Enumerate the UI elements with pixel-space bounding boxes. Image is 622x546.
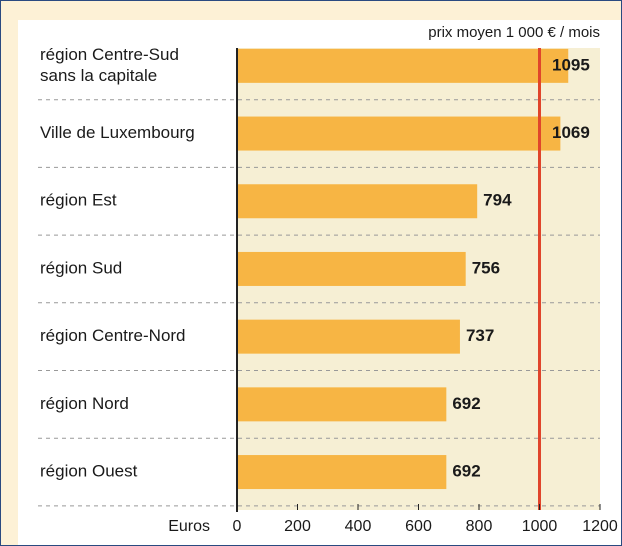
y-tick-label: Ville de Luxembourg	[40, 123, 195, 142]
y-tick-label: région Est	[40, 191, 117, 210]
value-label: 1095	[552, 55, 590, 74]
x-tick-label: 600	[405, 518, 432, 535]
bar	[237, 387, 447, 422]
x-tick-label: 400	[345, 518, 372, 535]
x-tick-label: 1000	[522, 518, 558, 535]
bar	[237, 48, 569, 83]
y-tick-label: région Sud	[40, 258, 122, 277]
y-tick-label: région Nord	[40, 394, 129, 413]
y-tick-label: sans la capitale	[40, 66, 157, 85]
annotation: prix moyen 1 000 € / mois	[428, 24, 600, 41]
x-tick-label: 0	[233, 518, 242, 535]
bar	[237, 184, 478, 219]
value-label: 692	[452, 394, 480, 413]
y-tick-label: région Centre-Nord	[40, 326, 186, 345]
x-axis-label: Euros	[168, 518, 210, 535]
bar	[237, 251, 466, 286]
bar	[237, 116, 561, 151]
value-label: 794	[483, 191, 512, 210]
value-label: 737	[466, 326, 494, 345]
value-label: 756	[472, 258, 500, 277]
x-tick-label: 1200	[582, 518, 618, 535]
y-tick-label: région Ouest	[40, 462, 138, 481]
y-tick-label: région Centre-Sud	[40, 45, 179, 64]
bar	[237, 319, 460, 354]
x-tick-label: 200	[284, 518, 311, 535]
value-label: 692	[452, 462, 480, 481]
value-label: 1069	[552, 123, 590, 142]
bar	[237, 455, 447, 490]
x-tick-label: 800	[466, 518, 493, 535]
